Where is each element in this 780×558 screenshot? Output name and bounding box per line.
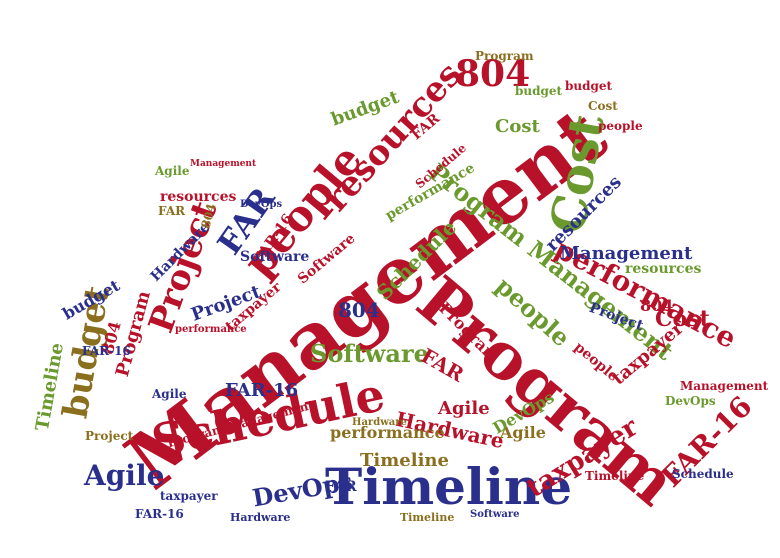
word: FAR [325,479,357,495]
word: Hardware [352,417,407,428]
word: Software [310,339,429,368]
word: budget [515,84,563,98]
word: Cost [655,306,710,332]
word: Schedule [672,467,734,481]
word: DevOps [665,394,716,408]
word: Cost [495,116,540,137]
word: Management [190,159,257,169]
word: DevOps [240,199,283,210]
word: Agile [84,459,165,492]
word: Management [560,243,693,264]
word: FAR-16 [82,344,131,358]
word: 804 [338,298,380,322]
word: FAR-16 [135,507,184,521]
word: Management [680,379,769,393]
word: Software [470,509,520,520]
word: FAR [158,204,186,218]
word: Project [85,429,134,443]
word: resources [160,189,237,205]
word: Agile [152,387,187,401]
word: 804 [640,296,674,315]
word: Timeline [585,469,645,483]
word: Agile [500,423,546,442]
word: Agile [155,164,190,178]
word: FAR-16 [225,380,299,401]
word: Program [475,49,534,63]
word: Agile [438,398,490,419]
word: people [598,119,643,133]
word: performance [175,324,247,335]
word: resources [625,261,702,277]
word: Cost [588,99,618,113]
word: Timeline [400,511,455,524]
word: Timeline [360,450,449,471]
word: performance [330,423,445,442]
word: Hardware [230,511,291,524]
word: 804 [455,53,531,95]
word: Timeline [325,457,573,516]
word: Software [240,249,310,265]
word: budget [565,79,613,93]
word: taxpayer [160,489,218,503]
